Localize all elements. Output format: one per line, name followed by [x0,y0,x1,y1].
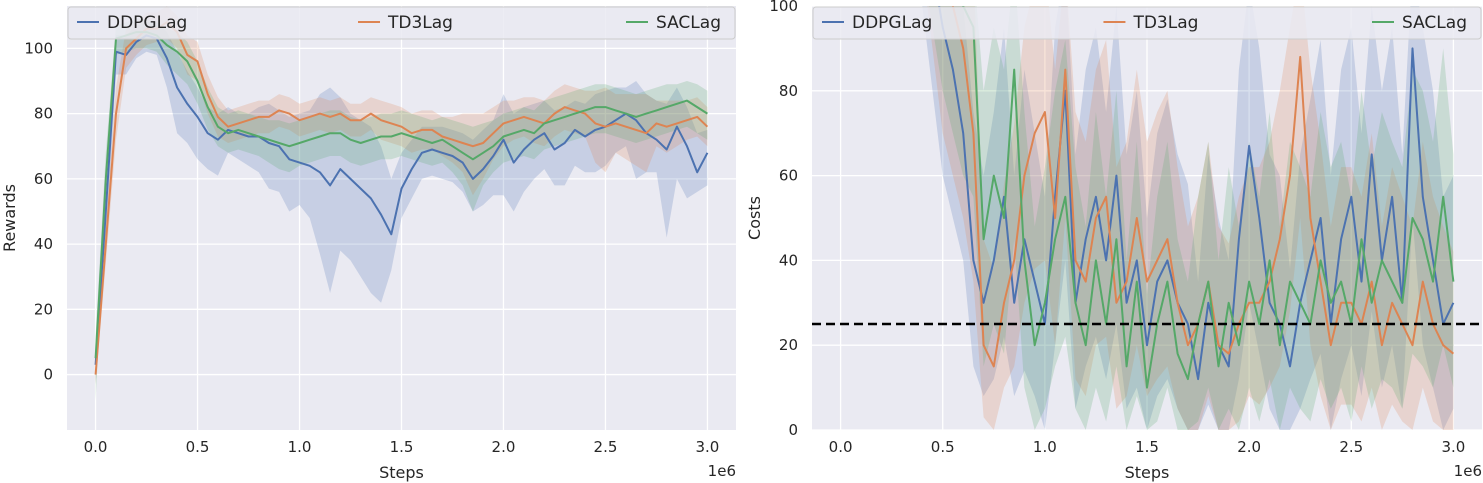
y-axis-label: Costs [745,196,764,240]
td3lag-legend-label: TD3Lag [1132,13,1198,33]
saclag-line [94,31,708,359]
x-tick-label: 1.5 [390,438,414,456]
legend: DDPGLag TD3Lag SACLag [67,6,736,40]
x-tick-label: 2.0 [492,438,516,456]
saclag-legend-label: SACLag [1402,13,1467,33]
y-tick-label: 40 [34,235,53,253]
x-tick-label: 1.5 [1135,438,1159,456]
td3lag-confidence-band [95,6,708,385]
y-tick-label: 60 [779,167,798,185]
x-offset-label: 1e6 [1454,462,1482,480]
plot-area [94,6,709,401]
ddpglag-legend-label: DDPGLag [852,13,932,33]
x-tick-label: 3.0 [696,438,720,456]
legend: DDPGLag TD3Lag SACLag [812,6,1482,40]
y-tick-label: 20 [779,336,798,354]
saclag-legend-label: SACLag [656,13,721,33]
costs-panel: 0.0 0.5 1.0 1.5 2.0 2.5 3.0 0 20 40 60 80 100 Steps Co… [745,0,1482,482]
x-tick-label: 1.0 [288,438,312,456]
td3lag-line [94,21,709,375]
rewards-panel: 0.0 0.5 1.0 1.5 2.0 2.5 3.0 0 20 40 60 80 100 Steps Re… [0,6,736,482]
y-axis-label: Rewards [0,184,19,252]
y-tick-label: 100 [769,0,798,15]
legend-frame [67,6,736,40]
legend-frame [812,6,1482,40]
y-tick-label: 100 [24,39,53,57]
y-tick-label: 0 [788,421,798,439]
x-axis-label: Steps [379,463,424,482]
x-tick-label: 0.5 [186,438,210,456]
ddpglag-legend-label: DDPGLag [107,13,187,33]
y-tick-label: 0 [43,366,53,384]
x-tick-label: 0.0 [829,438,853,456]
x-tick-label: 0.5 [931,438,955,456]
y-tick-label: 60 [34,170,53,188]
x-offset-label: 1e6 [708,462,736,480]
x-tick-label: 3.0 [1441,438,1465,456]
x-tick-label: 0.0 [84,438,108,456]
y-tick-label: 20 [34,300,53,318]
y-tick-label: 40 [779,251,798,269]
y-tick-label: 80 [34,105,53,123]
td3lag-line [951,6,1455,368]
x-tick-label: 1.0 [1033,438,1057,456]
y-tick-label: 80 [779,82,798,100]
x-tick-label: 2.5 [594,438,618,456]
x-tick-label: 2.5 [1339,438,1363,456]
x-axis-label: Steps [1125,463,1170,482]
x-tick-label: 2.0 [1237,438,1261,456]
td3lag-legend-label: TD3Lag [387,13,453,33]
